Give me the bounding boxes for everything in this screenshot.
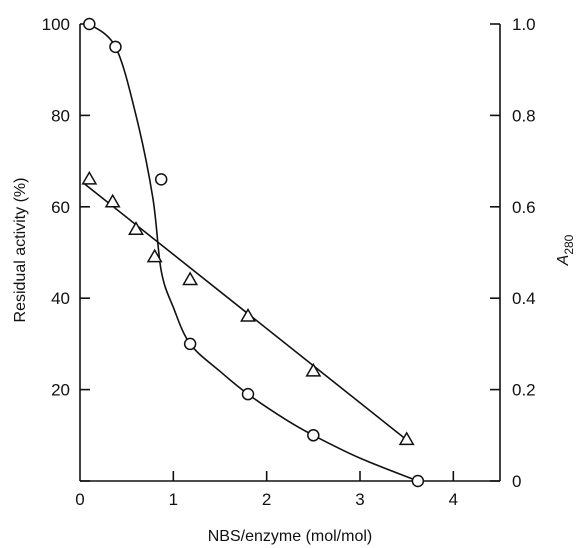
circle-point [183,337,197,351]
plot-frame [79,24,501,482]
ticks [80,23,500,482]
triangle-point [81,170,98,185]
x-tick-label: 4 [449,490,458,509]
y-tick-label: 20 [51,381,70,400]
triangle-point [182,271,199,286]
y-tick-label: 100 [42,15,70,34]
triangle-point [240,307,256,322]
x-tick-label: 0 [75,490,84,509]
y2-tick-label: 0.2 [512,381,536,400]
y2-tick-label: 0.6 [512,198,536,217]
x-tick-label: 3 [355,490,364,509]
y2-axis-title: A280 [555,234,576,266]
triangle-point [305,362,322,377]
y-tick-label: 60 [51,198,70,217]
y2-tick-label: 0.8 [512,106,536,125]
triangle-point [128,221,144,235]
y-tick-label: 80 [51,106,70,125]
y-tick-label: 40 [51,289,70,308]
series-1-fit-line [84,183,408,441]
y2-axis-title-main: A [555,255,572,267]
tick-labels: 0 1 2 3 4 20 40 60 80 100 0 0.2 0.4 0.6 0.8 1.0 [42,15,536,509]
y2-tick-label: 0.4 [512,289,536,308]
y2-axis-title-sub: 280 [562,234,576,254]
markers [81,17,425,488]
triangle-point [146,248,163,263]
circle-point [241,387,255,401]
x-tick-label: 1 [169,490,178,509]
circle-point [109,40,122,54]
triangle-point [398,431,415,446]
series-0-curve [88,23,419,482]
triangle-point [104,193,121,208]
x-tick-label: 2 [262,490,271,509]
circle-point [83,17,96,31]
y-axis-title: Residual activity (%) [12,178,29,323]
circle-point [154,173,168,186]
y2-tick-label: 1.0 [512,15,536,34]
x-axis-title: NBS/enzyme (mol/mol) [208,528,372,545]
circle-point [307,429,320,442]
circle-point [411,474,425,488]
curves [84,23,419,482]
y2-tick-label: 0 [512,472,521,491]
